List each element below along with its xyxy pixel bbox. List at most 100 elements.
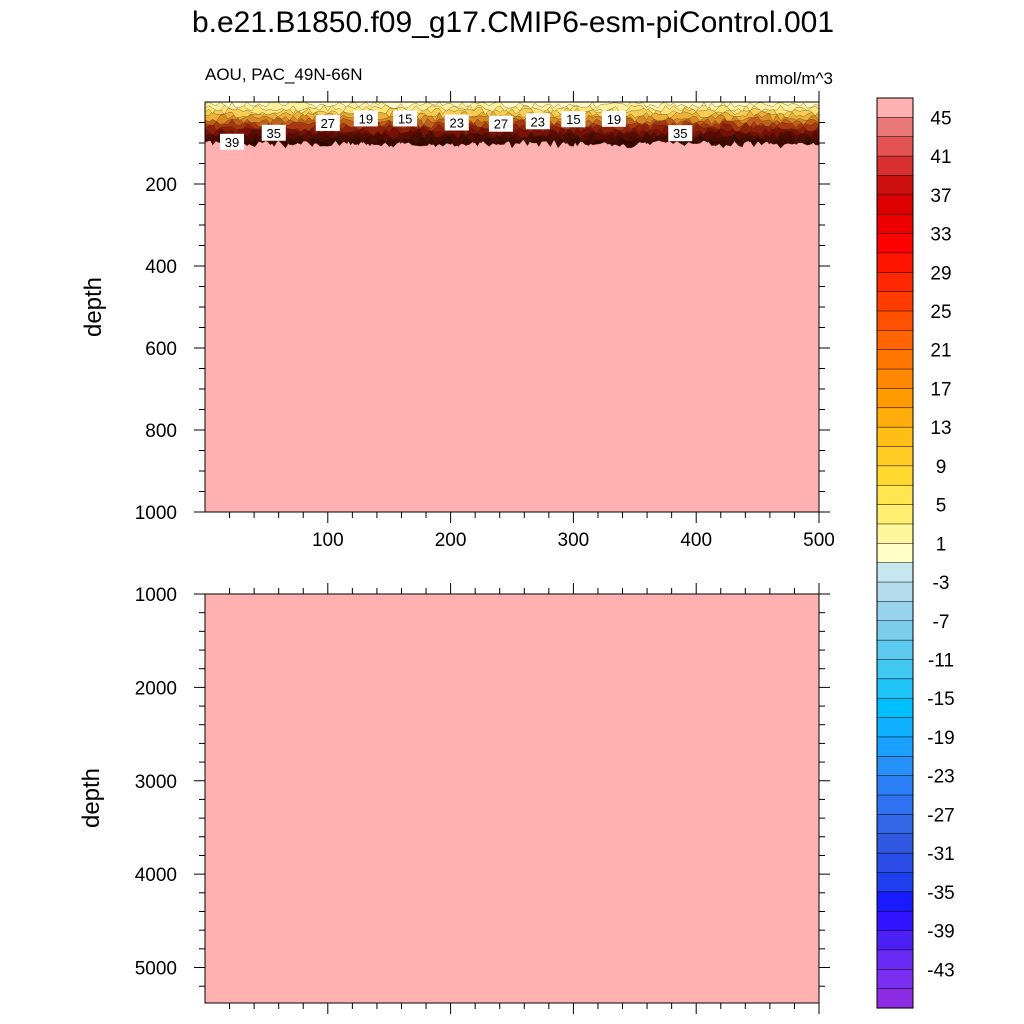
contour-label-box bbox=[353, 110, 378, 127]
left-subtitle: AOU, PAC_49N-66N bbox=[205, 65, 362, 84]
contour-label: 27 bbox=[321, 116, 335, 131]
colorbar-label: 9 bbox=[936, 457, 947, 478]
contour-label: 39 bbox=[225, 135, 239, 150]
colorbar-swatch bbox=[876, 639, 914, 661]
surface-contour-band bbox=[204, 101, 820, 110]
colorbar-label: 25 bbox=[930, 302, 951, 323]
colorbar-label: -11 bbox=[928, 650, 954, 671]
colorbar-label: -39 bbox=[927, 922, 954, 943]
contour-label: 35 bbox=[673, 126, 687, 141]
colorbar-swatch bbox=[876, 117, 914, 138]
colorbar-swatch bbox=[876, 697, 914, 719]
colorbar-swatch bbox=[876, 213, 914, 235]
contour-label-box bbox=[261, 124, 286, 141]
contour-label-box bbox=[220, 133, 245, 150]
colorbar-label: -15 bbox=[927, 689, 954, 710]
upper-ticks: 100 200 300 400 500 200 400 600 800 1000 bbox=[135, 91, 835, 551]
colorbar-swatch bbox=[876, 194, 914, 215]
colorbar-swatch bbox=[876, 484, 914, 506]
colorbar-swatch bbox=[876, 252, 914, 273]
colorbar-label: 37 bbox=[930, 186, 951, 207]
colorbar-swatch bbox=[876, 794, 914, 815]
contour-label: 23 bbox=[450, 116, 464, 131]
y-tick-label: 1000 bbox=[135, 503, 177, 524]
contour-label-box bbox=[393, 110, 418, 127]
colorbar-swatch bbox=[876, 833, 914, 854]
colorbar-swatch bbox=[876, 910, 914, 932]
upper-y-axis-title: depth bbox=[80, 277, 107, 337]
colorbar-label: -3 bbox=[933, 573, 950, 594]
colorbar-swatch bbox=[876, 388, 914, 409]
colorbar-swatch bbox=[876, 368, 914, 389]
colorbar-label: 1 bbox=[936, 534, 947, 555]
colorbar-swatch bbox=[876, 562, 914, 583]
contour-label-box bbox=[525, 113, 550, 130]
colorbar-swatch bbox=[876, 330, 914, 351]
lower-y-axis-title: depth bbox=[78, 768, 105, 828]
colorbar-swatch bbox=[876, 349, 914, 370]
colorbar-swatch bbox=[876, 407, 914, 428]
contour-label: 27 bbox=[494, 117, 508, 132]
colorbar-label: 13 bbox=[930, 418, 951, 439]
x-tick-label: 100 bbox=[312, 530, 344, 551]
colorbar-swatch bbox=[876, 814, 914, 835]
y-tick-label: 4000 bbox=[135, 865, 177, 886]
y-tick-label: 800 bbox=[145, 421, 177, 442]
colorbar-label: 29 bbox=[930, 263, 951, 284]
lower-panel: 1000 2000 3000 4000 5000 depth bbox=[78, 583, 830, 1014]
colorbar: 45 41 37 33 29 25 21 17 13 9 5 1 -3 -7 -11 -15 -19 -23 -27… bbox=[876, 97, 955, 1009]
colorbar-swatch bbox=[876, 233, 914, 254]
contour-label: 23 bbox=[531, 114, 545, 129]
contour-label-box bbox=[315, 114, 340, 131]
x-tick-label: 300 bbox=[558, 530, 590, 551]
colorbar-swatch bbox=[876, 775, 914, 796]
contour-label-box bbox=[444, 114, 469, 131]
x-tick-label: 400 bbox=[680, 530, 712, 551]
colorbar-swatch bbox=[876, 930, 914, 951]
colorbar-label: -27 bbox=[927, 805, 954, 826]
colorbar-swatch bbox=[876, 465, 914, 486]
y-tick-label: 3000 bbox=[135, 772, 177, 793]
contour-label-box bbox=[668, 125, 693, 142]
colorbar-swatch bbox=[876, 620, 914, 641]
colorbar-swatch bbox=[876, 136, 914, 157]
colorbar-swatch bbox=[876, 678, 914, 699]
contour-label: 15 bbox=[398, 111, 412, 126]
colorbar-label: 41 bbox=[930, 147, 951, 168]
colorbar-swatch bbox=[876, 756, 914, 777]
colorbar-swatch bbox=[876, 581, 914, 602]
y-tick-label: 5000 bbox=[135, 959, 177, 980]
colorbar-swatch bbox=[876, 949, 914, 970]
colorbar-swatch bbox=[876, 988, 914, 1009]
lower-panel-frame bbox=[204, 593, 820, 1004]
colorbar-swatch bbox=[876, 310, 914, 331]
x-tick-label: 500 bbox=[803, 530, 835, 551]
contour-label: 15 bbox=[566, 112, 580, 127]
units-label: mmol/m^3 bbox=[755, 69, 833, 88]
colorbar-swatch bbox=[876, 969, 914, 990]
colorbar-swatch bbox=[876, 736, 914, 757]
colorbar-swatch bbox=[876, 446, 914, 467]
colorbar-swatch bbox=[876, 272, 914, 293]
upper-panel-fill bbox=[205, 102, 819, 512]
colorbar-swatch bbox=[876, 891, 914, 912]
colorbar-label: 5 bbox=[936, 496, 947, 517]
colorbar-label: 21 bbox=[930, 341, 951, 362]
colorbar-label: -35 bbox=[927, 883, 954, 904]
colorbar-swatch bbox=[876, 872, 914, 893]
colorbar-swatch bbox=[876, 426, 914, 448]
colorbar-label: -7 bbox=[933, 612, 950, 633]
colorbar-swatch bbox=[876, 175, 914, 196]
colorbar-swatch bbox=[876, 659, 914, 680]
colorbar-label: 17 bbox=[930, 379, 951, 400]
colorbar-swatch bbox=[876, 97, 914, 118]
colorbar-swatch bbox=[876, 852, 914, 874]
colorbar-label: -23 bbox=[927, 767, 954, 788]
colorbar-label: 45 bbox=[930, 108, 951, 129]
contour-label: 19 bbox=[607, 112, 621, 127]
y-tick-label: 200 bbox=[145, 175, 177, 196]
colorbar-label: -19 bbox=[927, 728, 954, 749]
contour-label-box bbox=[488, 115, 513, 132]
contour-labels: 39 35 27 19 15 23 27 23 15 19 35 bbox=[220, 110, 693, 150]
